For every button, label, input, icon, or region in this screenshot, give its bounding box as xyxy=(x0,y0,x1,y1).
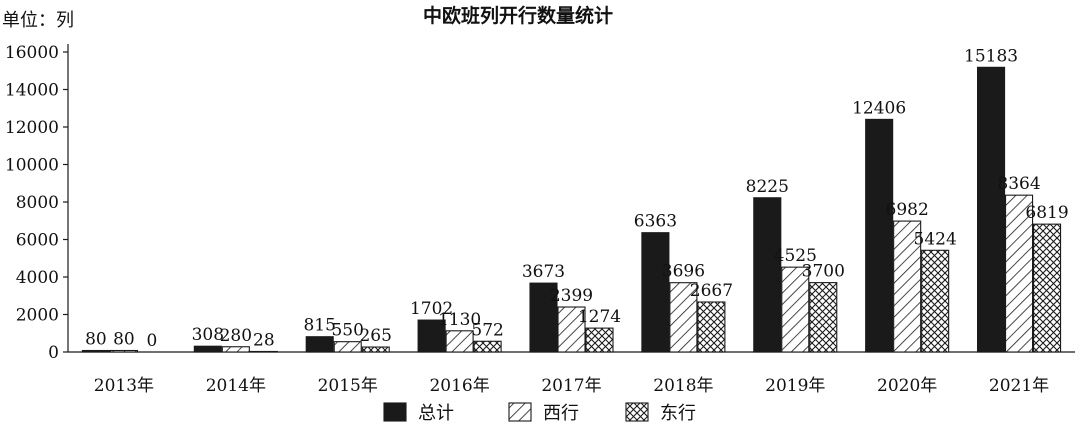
bar-cross-hatch xyxy=(921,249,950,353)
data-label: 3673 xyxy=(522,262,565,282)
bar-diagonal-hatch xyxy=(333,341,362,353)
data-label: 12406 xyxy=(852,98,906,118)
bar-cross-hatch xyxy=(249,350,278,353)
legend-swatch-diagonal-hatch xyxy=(508,402,532,422)
bar-solid xyxy=(305,336,334,353)
bar-solid xyxy=(193,345,222,353)
data-label: 815 xyxy=(303,316,335,336)
x-tick-label: 2014年 xyxy=(206,376,266,396)
x-tick-label: 2019年 xyxy=(765,376,825,396)
y-tick-label: 2000 xyxy=(16,306,59,326)
y-tick-label: 8000 xyxy=(16,193,59,213)
data-label: 572 xyxy=(471,320,503,340)
data-label: 1130 xyxy=(438,310,481,330)
x-tick-label: 2021年 xyxy=(989,376,1049,396)
data-label: 2399 xyxy=(550,286,593,306)
bar-cross-hatch xyxy=(697,301,726,353)
data-label: 265 xyxy=(359,326,391,346)
x-tick-label: 2013年 xyxy=(94,376,154,396)
bar-group xyxy=(81,66,1062,353)
legend-label: 东行 xyxy=(660,403,696,424)
x-tick-label: 2015年 xyxy=(318,376,378,396)
data-label: 308 xyxy=(192,325,224,345)
x-tick-label: 2020年 xyxy=(877,376,937,396)
y-tick-label: 16000 xyxy=(5,43,59,63)
bar-cross-hatch xyxy=(585,327,614,353)
data-label: 6982 xyxy=(886,200,929,220)
bar-solid xyxy=(977,66,1006,353)
data-label: 2667 xyxy=(690,281,733,301)
x-tick-label: 2016年 xyxy=(429,376,489,396)
y-tick-label: 0 xyxy=(48,343,59,363)
data-label: 1274 xyxy=(578,307,621,327)
data-label: 6363 xyxy=(634,212,677,232)
legend-swatch-solid xyxy=(383,402,407,422)
bar-cross-hatch xyxy=(1033,223,1062,353)
bar-cross-hatch xyxy=(361,346,390,353)
y-axis: 0 2000 4000 6000 8000 10000 12000 14000 16000 xyxy=(5,43,69,363)
bar-solid xyxy=(753,197,782,353)
x-tick-label: 2017年 xyxy=(541,376,601,396)
bar-solid xyxy=(417,319,446,353)
data-label: 8364 xyxy=(997,174,1040,194)
data-label: 15183 xyxy=(964,46,1018,66)
data-label: 3696 xyxy=(662,262,705,282)
bar-solid xyxy=(529,282,558,353)
bar-diagonal-hatch xyxy=(445,330,474,353)
y-tick-label: 14000 xyxy=(5,81,59,101)
bar-diagonal-hatch xyxy=(669,282,698,353)
legend-label: 总计 xyxy=(418,403,454,424)
chart-title: 中欧班列开行数量统计 xyxy=(423,4,613,27)
y-tick-label: 4000 xyxy=(16,268,59,288)
bar-solid xyxy=(641,232,670,353)
data-label: 1702 xyxy=(410,299,453,319)
legend-swatch-cross-hatch xyxy=(625,402,649,422)
bar-diagonal-hatch xyxy=(221,346,250,353)
data-label: 6819 xyxy=(1025,203,1068,223)
y-tick-label: 12000 xyxy=(5,118,59,138)
data-label: 4525 xyxy=(774,246,817,266)
bar-diagonal-hatch xyxy=(1005,194,1034,353)
bar-solid xyxy=(81,349,110,353)
y-tick-label: 6000 xyxy=(16,231,59,251)
x-tick-label: 2018年 xyxy=(653,376,713,396)
y-tick-label: 10000 xyxy=(5,156,59,176)
bar-diagonal-hatch xyxy=(557,306,586,353)
data-label: 5424 xyxy=(914,229,957,249)
data-label: 80 xyxy=(85,330,107,350)
data-label: 280 xyxy=(220,326,252,346)
bar-diagonal-hatch xyxy=(109,349,138,353)
bar-cross-hatch xyxy=(473,340,502,353)
x-axis: 2013年 2014年 2015年 2016年 2017年 2018年 2019年 2020年… xyxy=(68,351,1075,396)
bar-cross-hatch xyxy=(809,282,838,353)
legend: 总计 西行 东行 xyxy=(383,402,696,424)
data-label: 28 xyxy=(253,330,275,350)
data-label: 80 xyxy=(113,330,135,350)
legend-label: 西行 xyxy=(543,403,579,424)
bar-diagonal-hatch xyxy=(781,266,810,353)
bar-solid xyxy=(865,118,894,353)
data-label: 8225 xyxy=(746,177,789,197)
data-label: 550 xyxy=(331,321,363,341)
data-label: 0 xyxy=(147,331,158,351)
unit-label: 单位：列 xyxy=(2,10,74,31)
data-label: 3700 xyxy=(802,262,845,282)
bar-diagonal-hatch xyxy=(893,220,922,353)
